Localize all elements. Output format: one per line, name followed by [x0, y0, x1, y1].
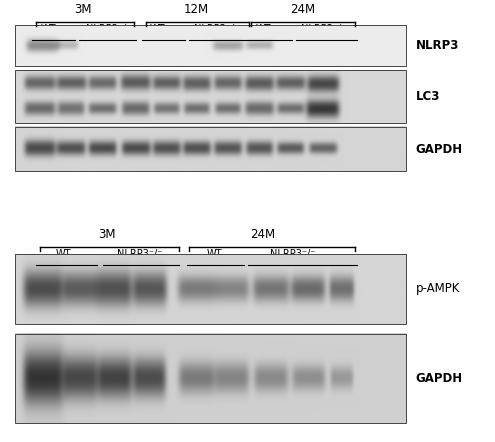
Text: NLRP3⁻/⁻: NLRP3⁻/⁻ — [270, 249, 315, 259]
Text: WT: WT — [56, 249, 71, 259]
Text: WT: WT — [150, 24, 165, 34]
Text: NLRP3⁻/⁻: NLRP3⁻/⁻ — [194, 24, 239, 34]
Text: 3M: 3M — [98, 228, 115, 241]
Text: WT: WT — [255, 24, 271, 34]
Text: GAPDH: GAPDH — [416, 372, 463, 385]
Text: GAPDH: GAPDH — [416, 143, 463, 156]
Text: NLRP3⁻/⁻: NLRP3⁻/⁻ — [117, 249, 163, 259]
Bar — [15, 25, 406, 66]
Text: WT: WT — [206, 249, 222, 259]
Text: NLRP3: NLRP3 — [416, 39, 459, 52]
Bar — [15, 334, 406, 423]
Text: NLRP3⁻/⁻: NLRP3⁻/⁻ — [301, 24, 346, 34]
Text: LC3: LC3 — [416, 90, 440, 103]
Text: 12M: 12M — [184, 3, 209, 16]
Text: NLRP3⁻/⁻: NLRP3⁻/⁻ — [86, 24, 131, 34]
Bar — [15, 254, 406, 324]
Text: p-AMPK: p-AMPK — [416, 282, 460, 295]
Bar — [15, 70, 406, 123]
Text: 24M: 24M — [290, 3, 315, 16]
Text: 3M: 3M — [75, 3, 92, 16]
Bar — [15, 127, 406, 171]
Text: 24M: 24M — [250, 228, 276, 241]
Text: WT: WT — [40, 24, 56, 34]
